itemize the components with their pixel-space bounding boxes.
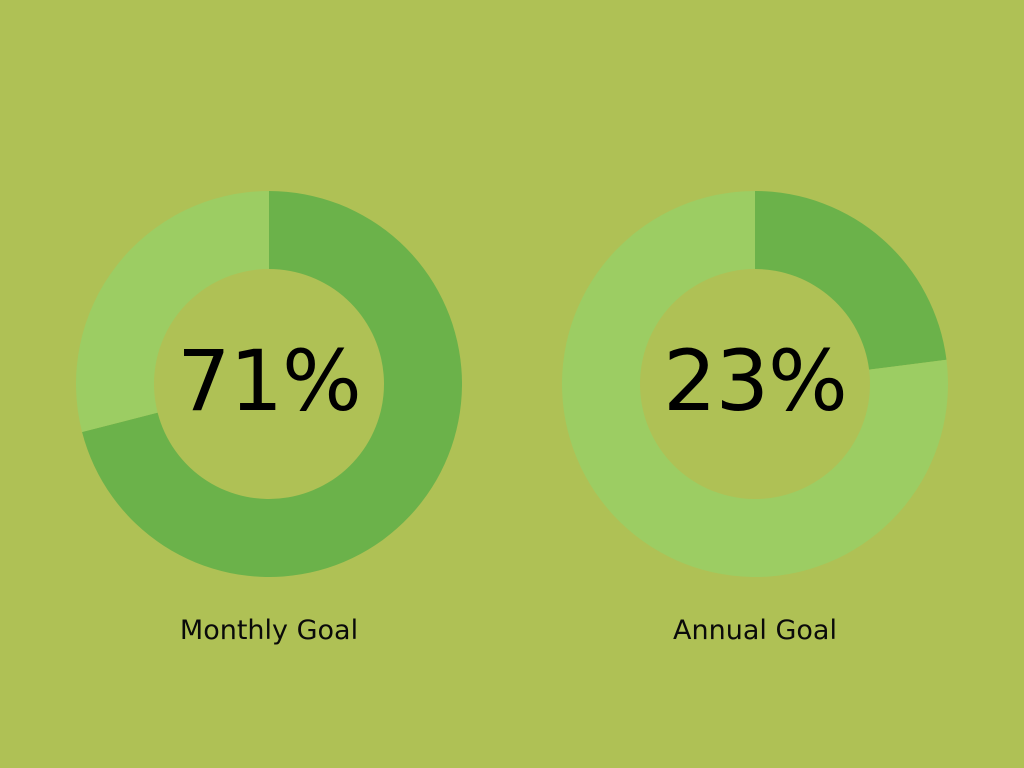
monthly-goal-progress-slice: [82, 191, 462, 577]
monthly-goal-donut-svg: [76, 191, 462, 577]
annual-goal-label: Annual Goal: [673, 615, 837, 646]
annual-goal-remaining-slice: [562, 191, 948, 577]
monthly-goal-percentage: 71%: [177, 332, 362, 430]
annual-goal-donut-svg: [562, 191, 948, 577]
annual-goal-progress-slice: [755, 191, 947, 370]
monthly-goal-donut: 71%: [76, 191, 462, 577]
annual-goal-donut: 23%: [562, 191, 948, 577]
annual-goal-percentage: 23%: [663, 332, 848, 430]
monthly-goal-label: Monthly Goal: [179, 615, 359, 646]
monthly-goal-remaining-slice: [76, 191, 269, 432]
